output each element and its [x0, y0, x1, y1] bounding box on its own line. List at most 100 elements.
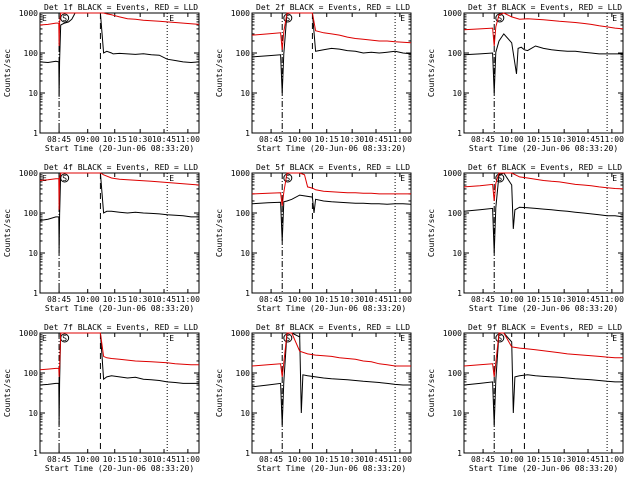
eclipse-marker-right: E — [169, 14, 174, 23]
x-axis-label: Start Time (20-Jun-06 08:33:20) — [469, 144, 618, 153]
y-tick-label: 1000 — [231, 9, 250, 18]
y-tick-label: 100 — [236, 369, 251, 378]
y-tick-label: 1000 — [443, 329, 462, 338]
x-tick-label: 11:00 — [176, 135, 200, 144]
lld-series-line — [251, 172, 411, 207]
x-tick-label: 10:00 — [288, 455, 312, 464]
lld-series-line — [463, 12, 624, 47]
chart-title: Det 8f BLACK = Events, RED = LLD — [256, 323, 410, 332]
plot-frame — [463, 332, 624, 454]
x-tick-label: 10:30 — [128, 455, 152, 464]
x-tick-label: 10:30 — [552, 135, 576, 144]
x-axis-label: Start Time (20-Jun-06 08:33:20) — [257, 464, 406, 473]
x-tick-label: 10:15 — [315, 295, 339, 304]
saa-marker-circle — [283, 13, 293, 23]
chart-title: Det 7f BLACK = Events, RED = LLD — [44, 323, 198, 332]
lld-series-line — [39, 172, 200, 210]
plot-frame — [463, 12, 624, 134]
x-tick-label: 08:45 — [471, 455, 495, 464]
y-tick-label: 1000 — [19, 9, 38, 18]
y-tick-label: 100 — [448, 369, 463, 378]
y-tick-label: 1000 — [443, 169, 462, 178]
x-tick-label: 08:45 — [47, 295, 71, 304]
lld-series-line — [251, 12, 412, 50]
x-tick-label: 11:00 — [600, 135, 624, 144]
lld-series-line — [39, 332, 199, 377]
eclipse-marker-right: E — [612, 14, 617, 23]
chart-panel-9: Det 9f BLACK = Events, RED = LLD 1 10 100 10… — [427, 323, 624, 473]
chart-title: Det 6f BLACK = Events, RED = LLD — [468, 163, 622, 172]
saa-marker: S — [285, 334, 290, 343]
x-tick-label: 10:30 — [552, 295, 576, 304]
x-tick-label: 10:30 — [552, 455, 576, 464]
y-tick-label: 100 — [236, 209, 251, 218]
saa-marker-circle — [283, 333, 293, 343]
x-axis-label: Start Time (20-Jun-06 08:33:20) — [45, 144, 194, 153]
saa-marker: S — [62, 174, 67, 183]
y-tick-label: 10 — [240, 409, 250, 418]
x-tick-label: 10:30 — [340, 135, 364, 144]
chart-panel-2: Det 2f BLACK = Events, RED = LLD 1 10 100 10… — [215, 3, 412, 153]
y-tick-label: 1 — [245, 449, 250, 458]
x-tick-label: 08:45 — [471, 295, 495, 304]
plot-frame — [251, 332, 412, 454]
y-tick-label: 10 — [452, 89, 462, 98]
y-tick-label: 1 — [245, 129, 250, 138]
events-series-line — [251, 12, 412, 94]
x-tick-label: 10:00 — [288, 295, 312, 304]
y-tick-label: 10 — [28, 249, 38, 258]
y-tick-label: 10 — [452, 249, 462, 258]
x-tick-label: 10:45 — [364, 135, 388, 144]
x-tick-label: 10:15 — [527, 295, 551, 304]
eclipse-marker-right: E — [169, 334, 174, 343]
saa-marker: S — [285, 14, 290, 23]
events-series-line — [251, 332, 411, 426]
y-axis-label: Counts/sec — [3, 49, 12, 97]
y-axis-label: Counts/sec — [3, 369, 12, 417]
x-tick-label: 10:15 — [527, 455, 551, 464]
y-tick-label: 1 — [245, 289, 250, 298]
eclipse-marker-left: E — [42, 174, 47, 183]
x-tick-label: 10:15 — [103, 295, 127, 304]
saa-marker: S — [497, 14, 502, 23]
x-axis-label: Start Time (20-Jun-06 08:33:20) — [469, 464, 618, 473]
chart-panel-4: Det 4f BLACK = Events, RED = LLD 1 10 100 10… — [3, 163, 200, 313]
y-tick-label: 1 — [33, 129, 38, 138]
y-axis-label: Counts/sec — [427, 49, 436, 97]
events-series-line — [463, 33, 623, 94]
y-tick-label: 10 — [28, 89, 38, 98]
y-tick-label: 1 — [33, 289, 38, 298]
y-tick-label: 100 — [24, 209, 39, 218]
lld-series-line — [463, 172, 624, 202]
x-axis-label: Start Time (20-Jun-06 08:33:20) — [45, 304, 194, 313]
x-tick-label: 10:45 — [152, 295, 176, 304]
y-tick-label: 1 — [457, 449, 462, 458]
events-series-line — [39, 332, 199, 426]
y-tick-label: 10 — [28, 409, 38, 418]
eclipse-marker-right: E — [400, 334, 405, 343]
x-tick-label: 10:15 — [527, 135, 551, 144]
y-tick-label: 100 — [24, 369, 39, 378]
chart-title: Det 9f BLACK = Events, RED = LLD — [468, 323, 622, 332]
events-series-line — [39, 172, 199, 254]
y-tick-label: 100 — [448, 209, 463, 218]
chart-panel-1: Det 1f BLACK = Events, RED = LLD 1 10 100 10… — [3, 3, 200, 153]
eclipse-marker-right: E — [612, 174, 617, 183]
x-tick-label: 10:45 — [152, 135, 176, 144]
chart-panel-7: Det 7f BLACK = Events, RED = LLD 1 10 100 10… — [3, 323, 200, 473]
chart-title: Det 4f BLACK = Events, RED = LLD — [44, 163, 198, 172]
saa-marker: S — [62, 334, 67, 343]
x-tick-label: 10:15 — [315, 135, 339, 144]
saa-marker: S — [497, 174, 502, 183]
events-series-line — [463, 172, 624, 254]
x-tick-label: 08:45 — [47, 135, 71, 144]
x-axis-label: Start Time (20-Jun-06 08:33:20) — [257, 304, 406, 313]
y-axis-label: Counts/sec — [427, 369, 436, 417]
x-tick-label: 11:00 — [176, 455, 200, 464]
plot-frame — [39, 332, 200, 454]
saa-marker-circle — [283, 173, 293, 183]
lld-series-line — [463, 332, 623, 377]
y-tick-label: 100 — [448, 49, 463, 58]
y-tick-label: 1 — [457, 289, 462, 298]
